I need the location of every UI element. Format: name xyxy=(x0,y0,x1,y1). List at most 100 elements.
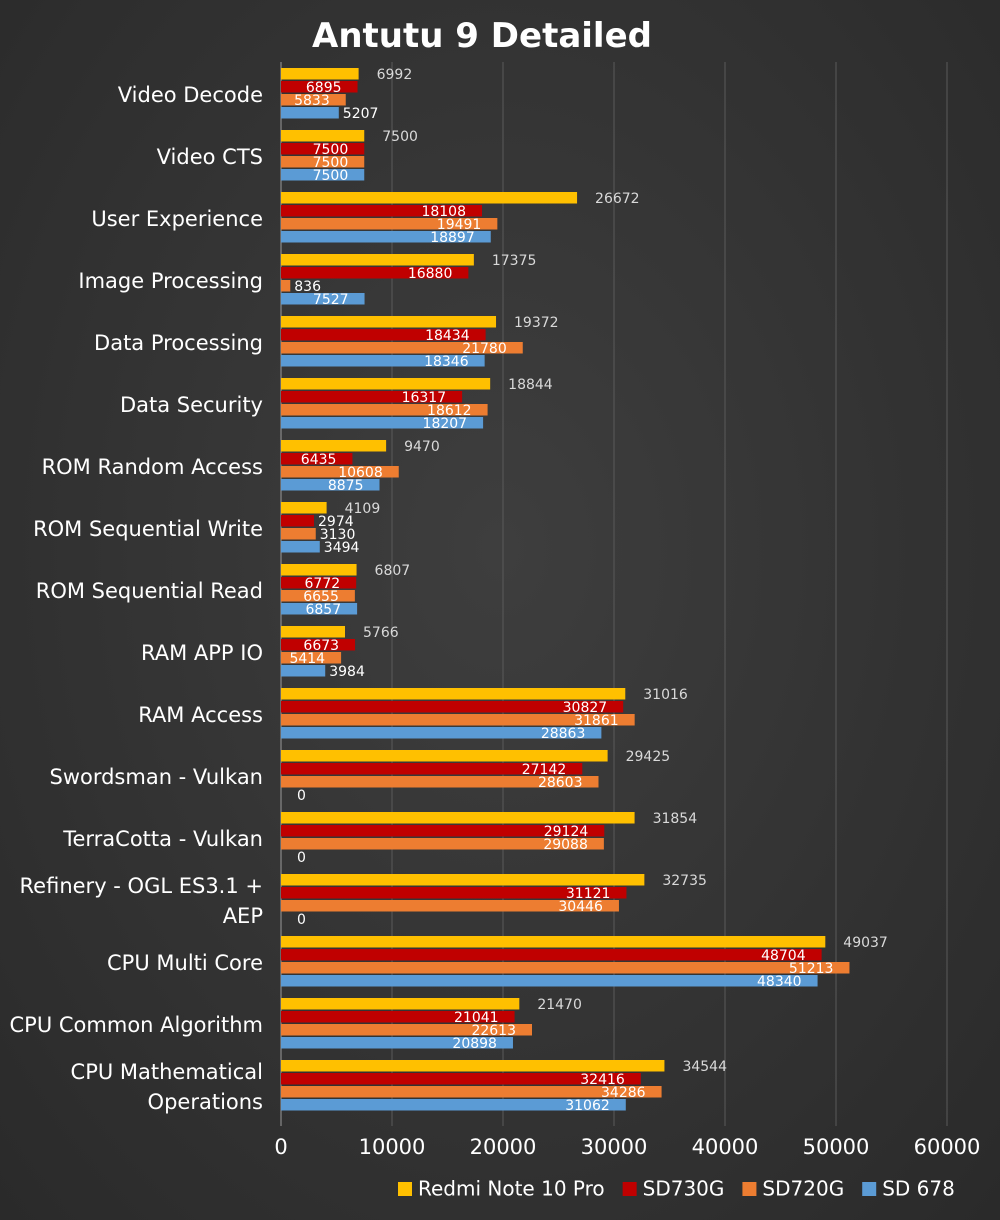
bar xyxy=(281,750,608,762)
bar xyxy=(281,417,484,429)
data-label: 18207 xyxy=(423,416,468,432)
bar xyxy=(281,378,491,390)
bar xyxy=(281,949,822,961)
x-tick-label: 40000 xyxy=(692,1135,759,1159)
data-label: 16317 xyxy=(402,390,447,406)
bar xyxy=(281,267,469,279)
legend-swatch xyxy=(862,1182,877,1196)
data-label: 0 xyxy=(297,912,306,928)
data-label: 5207 xyxy=(343,106,379,122)
data-label: 7500 xyxy=(313,142,349,158)
legend-label: SD730G xyxy=(643,1177,725,1201)
bar xyxy=(281,231,491,243)
data-label: 836 xyxy=(294,279,321,295)
data-label: 7500 xyxy=(313,155,349,171)
bar xyxy=(281,1086,662,1098)
data-label: 21041 xyxy=(454,1010,499,1026)
data-label: 17375 xyxy=(492,253,537,269)
bar xyxy=(281,143,365,155)
bar xyxy=(281,342,523,354)
bar xyxy=(281,1024,533,1036)
bar xyxy=(281,515,315,527)
bar xyxy=(281,293,365,305)
bar xyxy=(281,626,346,638)
category-label: Data Processing xyxy=(94,331,263,355)
category-label: CPU Multi Core xyxy=(107,951,263,975)
bar xyxy=(281,1037,513,1049)
x-tick-label: 50000 xyxy=(803,1135,870,1159)
data-label: 30446 xyxy=(558,899,603,915)
bar xyxy=(281,838,604,850)
bar xyxy=(281,714,635,726)
bar xyxy=(281,1060,665,1072)
data-label: 6435 xyxy=(301,452,337,468)
data-label: 6807 xyxy=(375,563,411,579)
bars xyxy=(281,68,850,1111)
data-label: 18612 xyxy=(427,403,472,419)
data-label: 31121 xyxy=(566,886,611,902)
bar xyxy=(281,280,291,292)
bar xyxy=(281,874,645,886)
bar xyxy=(281,440,387,452)
data-label: 34286 xyxy=(601,1085,646,1101)
data-label: 0 xyxy=(297,788,306,804)
data-label: 7500 xyxy=(313,168,349,184)
bar xyxy=(281,1099,626,1111)
bar xyxy=(281,205,482,217)
data-label: 3984 xyxy=(329,664,365,680)
bar xyxy=(281,1011,515,1023)
category-label: Swordsman - Vulkan xyxy=(49,765,263,789)
chart-title: Antutu 9 Detailed xyxy=(312,16,652,56)
data-label: 49037 xyxy=(843,935,888,951)
category-label: CPU Mathematical xyxy=(71,1060,263,1084)
data-label: 18346 xyxy=(424,354,469,370)
category-label: Refinery - OGL ES3.1 + xyxy=(20,874,263,898)
bar xyxy=(281,94,346,106)
data-label: 5833 xyxy=(294,93,330,109)
data-label: 6673 xyxy=(303,638,339,654)
x-tick-label: 30000 xyxy=(581,1135,648,1159)
bar xyxy=(281,936,826,948)
data-label: 6857 xyxy=(305,602,341,618)
bar xyxy=(281,81,358,93)
bar xyxy=(281,329,486,341)
bar xyxy=(281,652,342,664)
bar xyxy=(281,590,355,602)
data-label: 6655 xyxy=(303,589,339,605)
data-label: 10608 xyxy=(338,465,383,481)
data-label: 6895 xyxy=(306,80,342,96)
legend-label: SD 678 xyxy=(882,1177,955,1201)
bar xyxy=(281,825,605,837)
data-label: 8875 xyxy=(328,478,364,494)
data-label: 3130 xyxy=(320,527,356,543)
data-label: 0 xyxy=(297,850,306,866)
category-label: User Experience xyxy=(91,207,263,231)
x-tick-label: 0 xyxy=(274,1135,287,1159)
bar xyxy=(281,701,624,713)
bar xyxy=(281,466,399,478)
legend-swatch xyxy=(398,1182,412,1196)
data-label: 32416 xyxy=(580,1072,625,1088)
data-label: 2974 xyxy=(318,514,354,530)
bar xyxy=(281,1073,641,1085)
legend-swatch xyxy=(742,1182,757,1196)
bar xyxy=(281,688,626,700)
data-label: 31062 xyxy=(565,1098,610,1114)
data-label: 16880 xyxy=(408,266,453,282)
bar xyxy=(281,479,380,491)
bar xyxy=(281,603,358,615)
bar xyxy=(281,355,485,367)
category-label: RAM APP IO xyxy=(141,641,263,665)
x-tick-label: 20000 xyxy=(470,1135,537,1159)
data-label: 18844 xyxy=(508,377,553,393)
data-label: 27142 xyxy=(522,762,567,778)
data-label: 6992 xyxy=(377,67,413,83)
data-label: 28863 xyxy=(541,726,586,742)
data-label: 28603 xyxy=(538,775,583,791)
data-label: 19372 xyxy=(514,315,559,331)
category-label: Data Security xyxy=(120,393,263,417)
data-label: 18434 xyxy=(425,328,470,344)
data-label: 51213 xyxy=(789,961,834,977)
data-label: 26672 xyxy=(595,191,640,207)
bar xyxy=(281,68,359,80)
